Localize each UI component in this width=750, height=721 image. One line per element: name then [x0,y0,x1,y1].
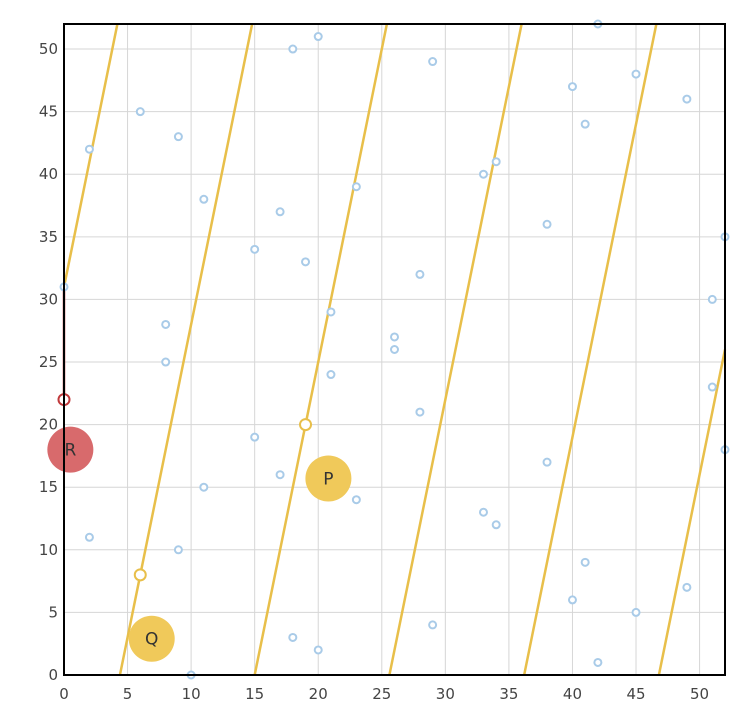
y-axis-ticks: 0 5 10 15 20 25 30 35 40 45 50 [39,40,58,684]
data-point [250,244,260,254]
data-point [428,57,438,67]
x-axis-ticks: 0 5 10 15 20 25 30 35 40 45 50 [59,685,709,703]
x-tick-label: 35 [499,685,518,703]
data-point [631,607,641,617]
x-tick-label: 15 [245,685,264,703]
x-tick-label: 0 [59,685,69,703]
y-tick-label: 25 [39,353,58,371]
data-point [415,269,425,279]
data-point [313,645,323,655]
x-tick-label: 25 [372,685,391,703]
label-badge [305,455,352,502]
y-tick-label: 5 [48,603,58,621]
data-points [59,19,730,680]
data-point [288,632,298,642]
data-point [250,432,260,442]
data-point [326,370,336,380]
data-point [84,532,94,542]
y-tick-label: 30 [39,290,58,308]
label-badge [47,426,94,473]
wrap-line-3 [253,23,389,676]
data-point [631,69,641,79]
data-point [682,582,692,592]
data-point [161,319,171,329]
data-point [428,620,438,630]
y-tick-label: 10 [39,541,58,559]
data-point [491,520,501,530]
data-point [707,382,717,392]
data-point [275,470,285,480]
data-point [491,157,501,167]
data-point [567,82,577,92]
data-point [275,207,285,217]
x-tick-label: 40 [563,685,582,703]
path-markers [57,393,313,582]
data-point [567,595,577,605]
x-tick-label: 30 [436,685,455,703]
entity-labels: R P Q [47,426,352,662]
data-point [351,495,361,505]
data-point [161,357,171,367]
yellow-marker-2 [299,418,313,432]
data-point [593,657,603,667]
y-tick-label: 0 [48,666,58,684]
data-point [542,219,552,229]
data-point [288,44,298,54]
wrap-line-6 [657,349,727,676]
data-point [301,257,311,267]
y-tick-label: 15 [39,478,58,496]
data-point [173,545,183,555]
data-point [580,119,590,129]
data-point [351,182,361,192]
data-point [478,507,488,517]
label-badge [128,615,175,662]
data-point [326,307,336,317]
data-point [135,107,145,117]
data-point [478,169,488,179]
x-tick-label: 5 [123,685,133,703]
label-text: Q [145,630,158,650]
data-point [173,132,183,142]
data-point [542,457,552,467]
wrap-line-1 [62,23,119,288]
x-tick-label: 20 [309,685,328,703]
y-tick-label: 35 [39,228,58,246]
y-tick-label: 20 [39,416,58,434]
plot-frame [63,23,726,676]
data-point [415,407,425,417]
x-tick-label: 10 [182,685,201,703]
y-tick-label: 40 [39,165,58,183]
data-point [390,332,399,342]
label-p: P [305,455,352,502]
label-q: Q [128,615,175,662]
wrap-line-4 [388,23,523,676]
wrap-line-5 [522,23,658,676]
data-point [199,194,209,204]
data-point [84,144,94,154]
yellow-marker-1 [133,568,147,582]
x-tick-label: 45 [626,685,645,703]
data-point [390,345,399,354]
y-tick-label: 45 [39,103,58,121]
data-point [199,482,209,492]
label-text: R [64,441,76,461]
x-tick-label: 50 [690,685,709,703]
label-r: R [47,426,94,473]
data-point [707,294,717,304]
data-point [313,32,323,42]
data-point [580,557,590,567]
data-point [682,94,692,104]
yellow-lines [62,23,727,676]
y-tick-label: 50 [39,40,58,58]
label-text: P [323,469,333,489]
wrap-line-2 [118,23,254,676]
